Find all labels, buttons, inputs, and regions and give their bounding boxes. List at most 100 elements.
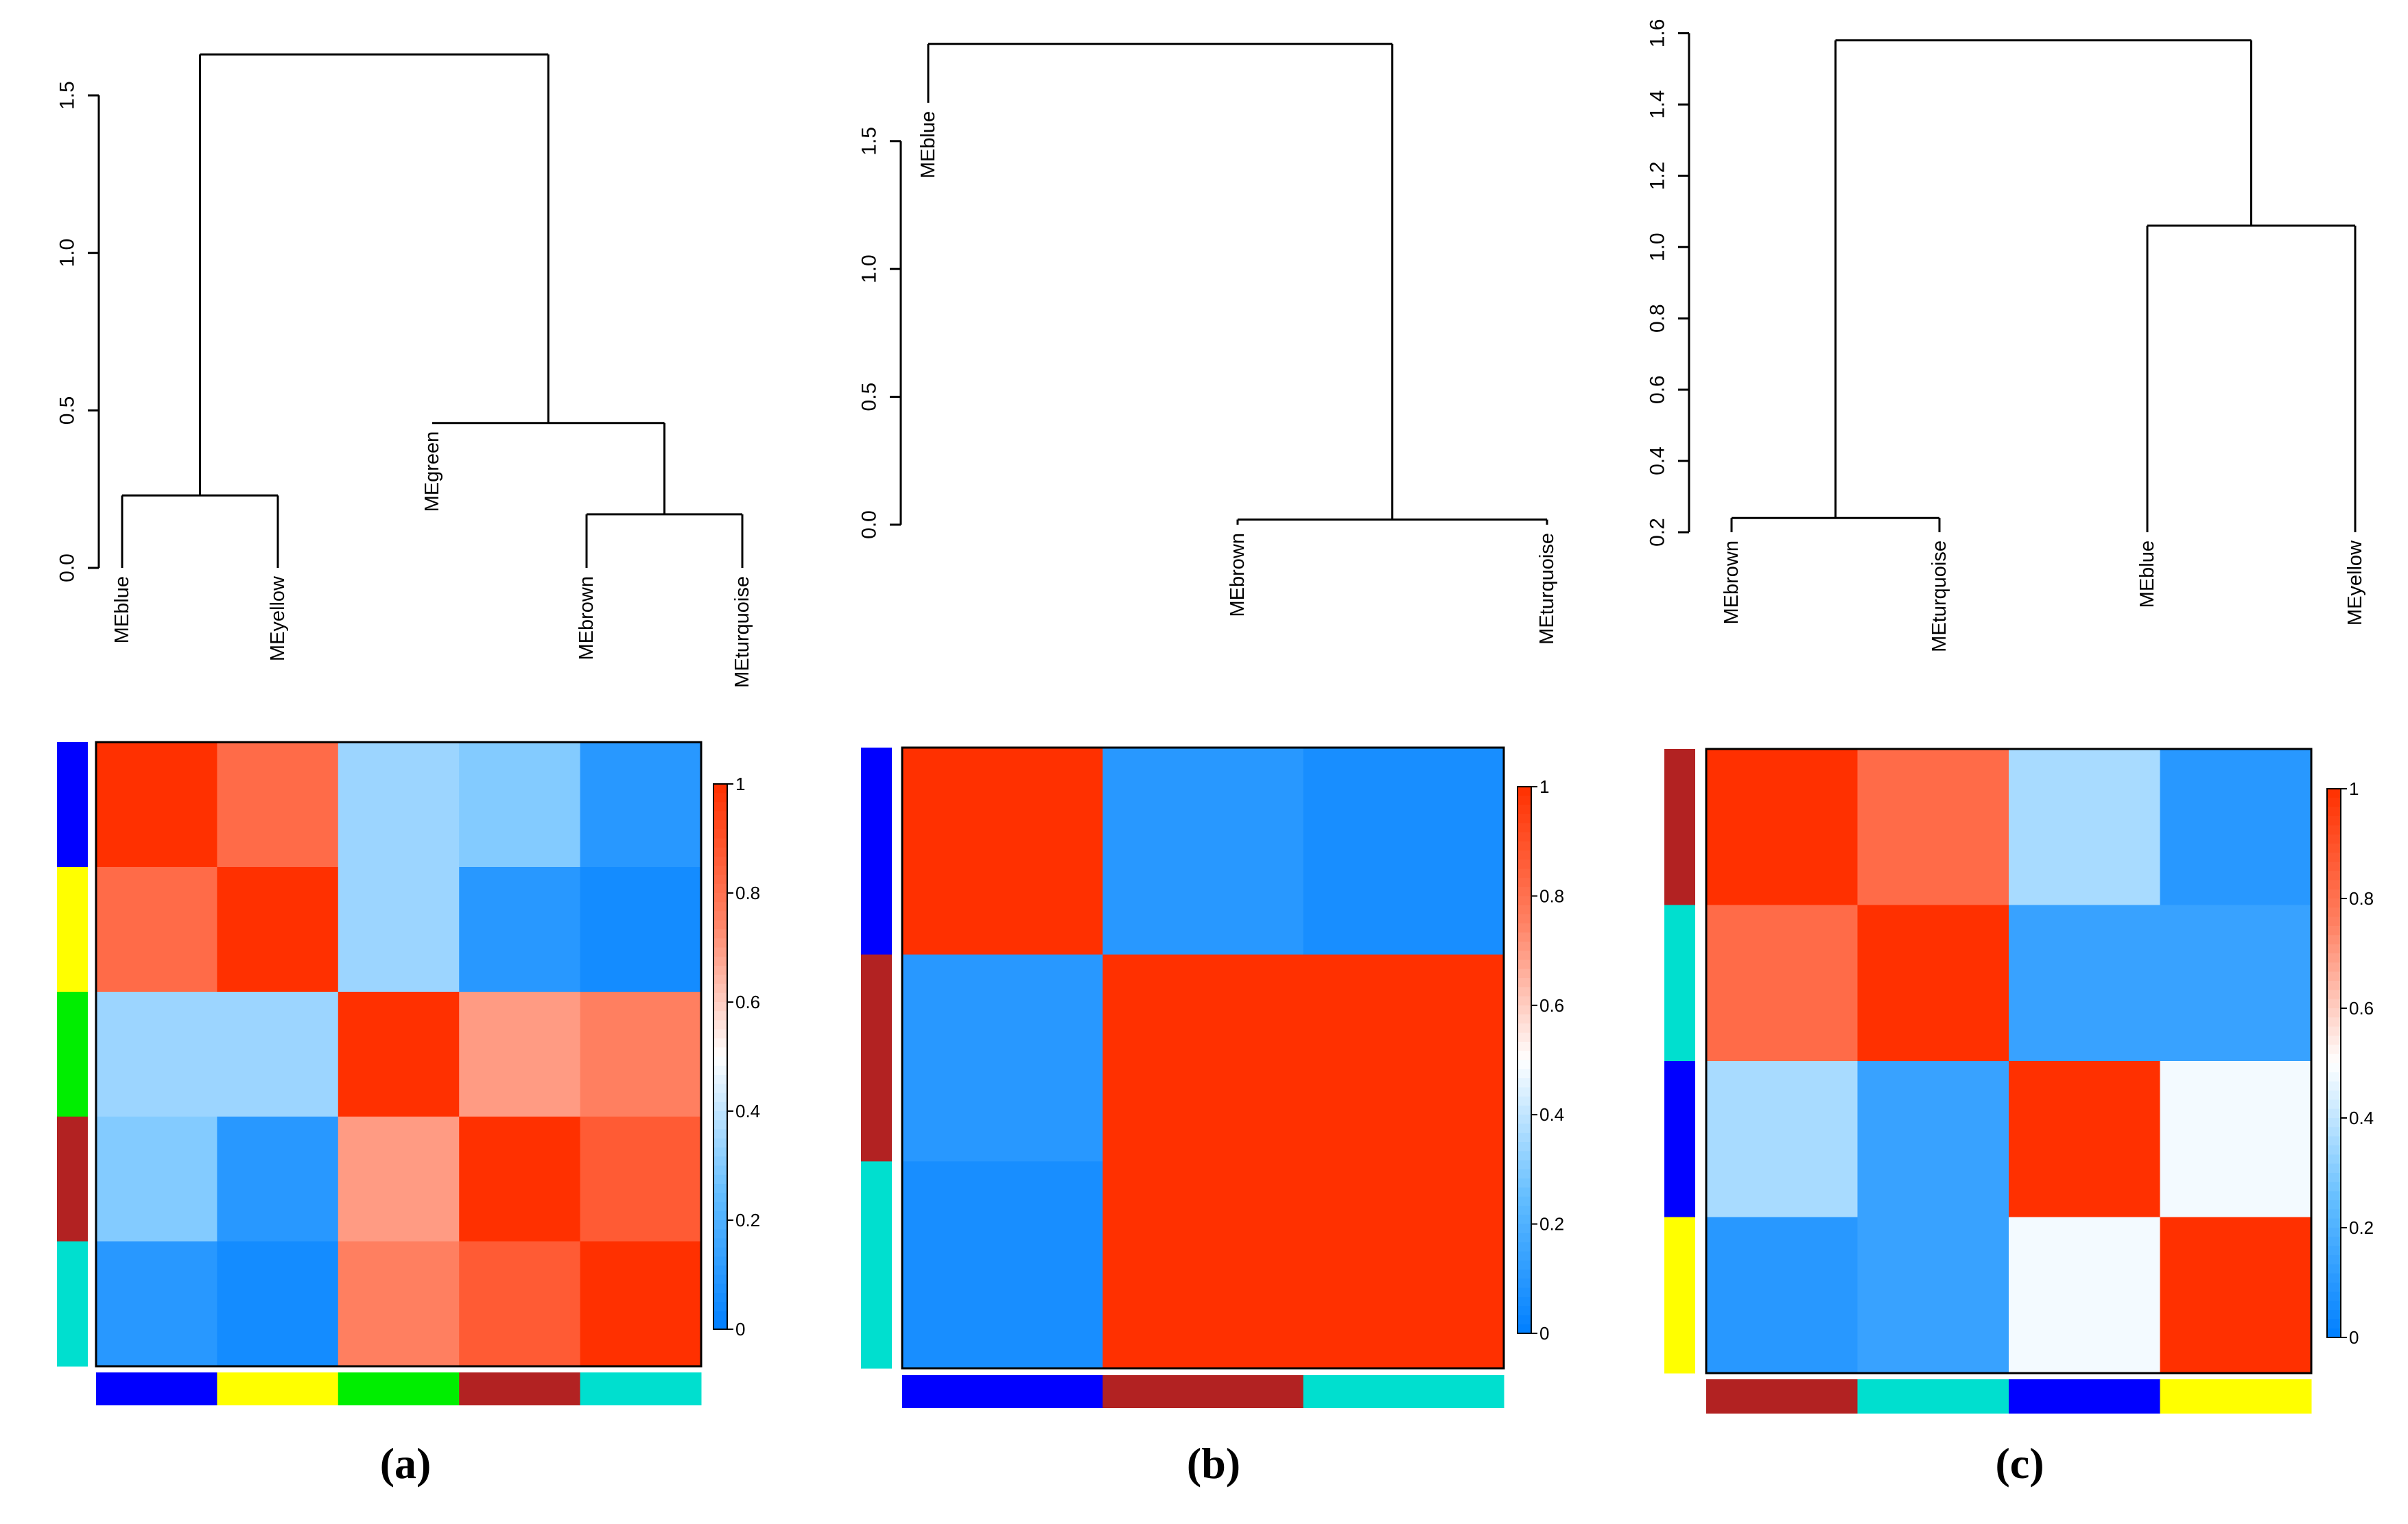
colorbar-step: [713, 838, 727, 848]
colorbar-step: [713, 992, 727, 1003]
colorbar-step: [2327, 789, 2341, 798]
y-tick-label: 0.5: [858, 383, 881, 412]
colorbar-tick-label: 0.8: [1539, 885, 1564, 906]
colorbar-step: [2327, 1300, 2341, 1311]
dendrogram-a: 0.0 0.5 1.0 1.5 MEblue MEyellow MEgreen MEbrown…: [56, 53, 753, 688]
colorbar-tick-label: 0.2: [735, 1210, 760, 1230]
colorbar-step: [2327, 1072, 2341, 1082]
colorbar-step: [713, 847, 727, 857]
colorbar-step: [2327, 1237, 2341, 1247]
heatmap-cell: [1303, 1161, 1504, 1369]
colorbar-step: [713, 1120, 727, 1130]
leaf-label-mebrown: MEbrown: [1227, 533, 1249, 617]
heatmap-cell: [580, 742, 702, 868]
column-color-brown: [1102, 1375, 1304, 1408]
colorbar-tick-label: 0.8: [735, 883, 760, 903]
colorbar-step: [1518, 1132, 1531, 1143]
heatmap-border: [1705, 748, 2313, 1374]
colorbar-step: [2327, 798, 2341, 808]
colorbar-step: [1518, 813, 1531, 824]
colorbar-step: [2327, 1200, 2341, 1210]
heatmap-cell: [1706, 749, 1858, 905]
colorbar-step: [713, 1093, 727, 1103]
colorbar-step: [713, 1293, 727, 1302]
colorbar-step: [713, 1084, 727, 1094]
colorbar-step: [713, 1193, 727, 1203]
heatmap-cell: [459, 1117, 581, 1242]
leaf-label-megreen: MEgreen: [421, 431, 443, 512]
colorbar-step: [2327, 861, 2341, 872]
row-color-blue: [1664, 1061, 1695, 1217]
colorbar-step: [713, 1165, 727, 1176]
heatmap-cell: [2009, 1061, 2160, 1217]
leaf-label-mebrown: MEbrown: [1721, 540, 1743, 625]
colorbar-step: [713, 811, 727, 821]
heatmap-cell: [459, 742, 581, 868]
colorbar-step: [1518, 1005, 1531, 1015]
y-tick-label: 1.6: [1646, 19, 1669, 48]
colorbar-step: [2327, 1045, 2341, 1055]
heatmap-cell: [580, 992, 702, 1117]
colorbar-step: [2327, 1017, 2341, 1027]
dendrogram-b: 0.0 0.5 1.0 1.5 MEblue MEbrown MEturquoise: [858, 43, 1558, 645]
colorbar-tick-label: 1: [2349, 778, 2359, 799]
heatmap-cell: [1857, 1061, 2009, 1217]
colorbar-step: [2327, 953, 2341, 963]
column-color-blue: [2009, 1379, 2160, 1414]
colorbar-step: [1518, 1096, 1531, 1106]
heatmap-cell: [902, 748, 1103, 955]
colorbar-tick-label: 1: [1539, 776, 1549, 797]
y-tick-label: 0.2: [1646, 518, 1669, 547]
colorbar-c: 0 0.2 0.4 0.6 0.8 1: [2326, 778, 2374, 1348]
colorbar-step: [2327, 999, 2341, 1009]
colorbar-tick-label: 0.4: [2349, 1108, 2374, 1128]
colorbar-tick-label: 1: [735, 774, 745, 794]
colorbar-step: [2327, 1273, 2341, 1283]
colorbar-step: [2327, 816, 2341, 826]
colorbar-step: [713, 1129, 727, 1139]
colorbar-step: [1518, 1169, 1531, 1179]
colorbar-step: [713, 883, 727, 894]
colorbar-step: [2327, 1026, 2341, 1036]
colorbar-step: [1518, 1060, 1531, 1070]
y-tick-label: 0.4: [1646, 447, 1669, 475]
colorbar-step: [2327, 844, 2341, 853]
colorbar-step: [1518, 987, 1531, 997]
row-color-brown: [1664, 749, 1695, 905]
colorbar-step: [713, 1075, 727, 1084]
colorbar-step: [713, 857, 727, 866]
colorbar-step: [2327, 916, 2341, 927]
colorbar-tick-label: 0.4: [735, 1101, 760, 1121]
heatmap-cell: [96, 992, 217, 1117]
colorbar-step: [713, 1265, 727, 1276]
colorbar-step: [1518, 1123, 1531, 1134]
colorbar-step: [2327, 1182, 2341, 1192]
row-color-green: [57, 992, 88, 1117]
colorbar-step: [1518, 859, 1531, 870]
colorbar-step: [713, 1274, 727, 1285]
heatmap-cell: [96, 1241, 217, 1367]
y-tick-label: 1.2: [1646, 161, 1669, 190]
heatmap-cell: [1102, 1161, 1304, 1369]
colorbar-step: [713, 920, 727, 930]
colorbar-tick-label: 0.6: [735, 992, 760, 1012]
row-color-blue: [57, 742, 88, 868]
heatmap-cell: [1303, 954, 1504, 1162]
column-color-green: [338, 1372, 460, 1405]
colorbar-step: [713, 1029, 727, 1039]
heatmap-cell: [217, 992, 339, 1117]
heatmap-cell: [1706, 905, 1858, 1062]
colorbar-step: [1518, 896, 1531, 906]
heatmap-b: [861, 746, 1505, 1408]
colorbar-step: [1518, 914, 1531, 924]
colorbar-step: [2327, 1063, 2341, 1073]
y-tick-label: 1.5: [858, 127, 881, 156]
heatmap-cell: [459, 1241, 581, 1367]
column-color-turquoise: [580, 1372, 702, 1405]
colorbar-step: [2327, 825, 2341, 835]
heatmap-cell: [338, 867, 460, 992]
y-tick-label: 1.0: [1646, 233, 1669, 261]
panel-a: 0.0 0.5 1.0 1.5 MEblue MEyellow MEgreen MEbrown…: [56, 53, 760, 1488]
colorbar-step: [713, 1238, 727, 1248]
